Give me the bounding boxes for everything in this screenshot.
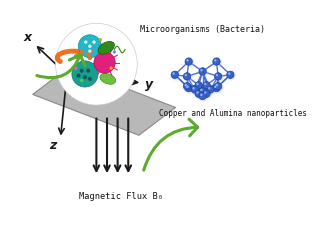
Circle shape [199,92,206,100]
Circle shape [226,71,236,81]
Circle shape [172,72,175,75]
Circle shape [57,52,61,56]
Circle shape [78,35,101,58]
Circle shape [92,41,95,44]
Circle shape [88,77,92,81]
Circle shape [216,84,218,86]
Text: z: z [49,139,56,151]
Circle shape [185,74,187,76]
Ellipse shape [100,73,116,84]
Circle shape [198,87,208,97]
Text: x: x [24,31,32,44]
Circle shape [214,86,217,88]
Circle shape [80,79,83,82]
Circle shape [214,73,222,80]
Circle shape [198,92,208,102]
Polygon shape [33,67,176,135]
Circle shape [86,69,90,73]
Circle shape [88,50,91,53]
Circle shape [208,87,210,90]
Circle shape [186,86,189,88]
Circle shape [185,58,193,65]
Circle shape [72,49,76,53]
Text: y: y [144,78,153,91]
Circle shape [213,58,220,65]
Circle shape [84,41,87,44]
Circle shape [196,91,199,94]
Circle shape [202,81,212,91]
Circle shape [200,94,202,96]
Circle shape [195,81,204,91]
Circle shape [80,50,84,54]
Circle shape [200,89,202,91]
Text: Magnetic Flux B₀: Magnetic Flux B₀ [79,192,163,201]
Circle shape [203,90,210,97]
Circle shape [214,72,224,82]
Circle shape [198,67,208,77]
Ellipse shape [98,41,115,54]
Circle shape [204,83,207,85]
Circle shape [58,59,62,64]
Circle shape [88,56,92,60]
Circle shape [72,61,98,87]
Circle shape [64,50,68,54]
FancyArrowPatch shape [144,119,197,170]
Circle shape [195,90,204,100]
Circle shape [91,50,94,54]
Circle shape [214,83,222,90]
Circle shape [86,52,90,56]
Circle shape [94,52,115,73]
Circle shape [212,84,222,94]
Circle shape [199,87,206,95]
Circle shape [228,72,230,75]
Circle shape [56,23,137,105]
Text: Copper and Alumina nanoparticles: Copper and Alumina nanoparticles [159,109,307,118]
Circle shape [192,87,195,90]
Circle shape [88,45,91,48]
Circle shape [55,55,59,59]
Circle shape [183,73,191,80]
Circle shape [74,67,78,70]
Circle shape [204,91,207,94]
Circle shape [191,86,198,93]
Circle shape [99,38,102,41]
Circle shape [200,69,202,71]
Circle shape [196,83,199,85]
Circle shape [206,85,216,95]
Circle shape [191,85,201,95]
Circle shape [80,69,84,73]
Circle shape [216,74,218,76]
Circle shape [183,72,193,82]
Circle shape [214,59,217,62]
Circle shape [195,90,202,97]
Circle shape [213,84,220,92]
Circle shape [171,71,181,81]
Circle shape [203,82,210,89]
Circle shape [113,50,116,54]
Circle shape [183,83,191,90]
Circle shape [202,90,212,100]
Ellipse shape [74,54,82,59]
FancyArrowPatch shape [37,55,85,78]
Circle shape [185,84,194,94]
Circle shape [195,82,202,89]
Text: Microorganisms (Bacteria): Microorganisms (Bacteria) [140,25,265,34]
Circle shape [110,67,113,70]
Circle shape [186,59,189,62]
Circle shape [185,58,194,67]
Circle shape [185,84,193,92]
Circle shape [83,75,87,79]
Circle shape [214,82,224,92]
Circle shape [207,86,214,93]
Circle shape [171,71,178,78]
Circle shape [76,73,80,78]
Circle shape [227,71,234,78]
Circle shape [183,82,193,92]
Circle shape [199,68,206,75]
Circle shape [212,58,222,67]
Circle shape [185,84,187,86]
